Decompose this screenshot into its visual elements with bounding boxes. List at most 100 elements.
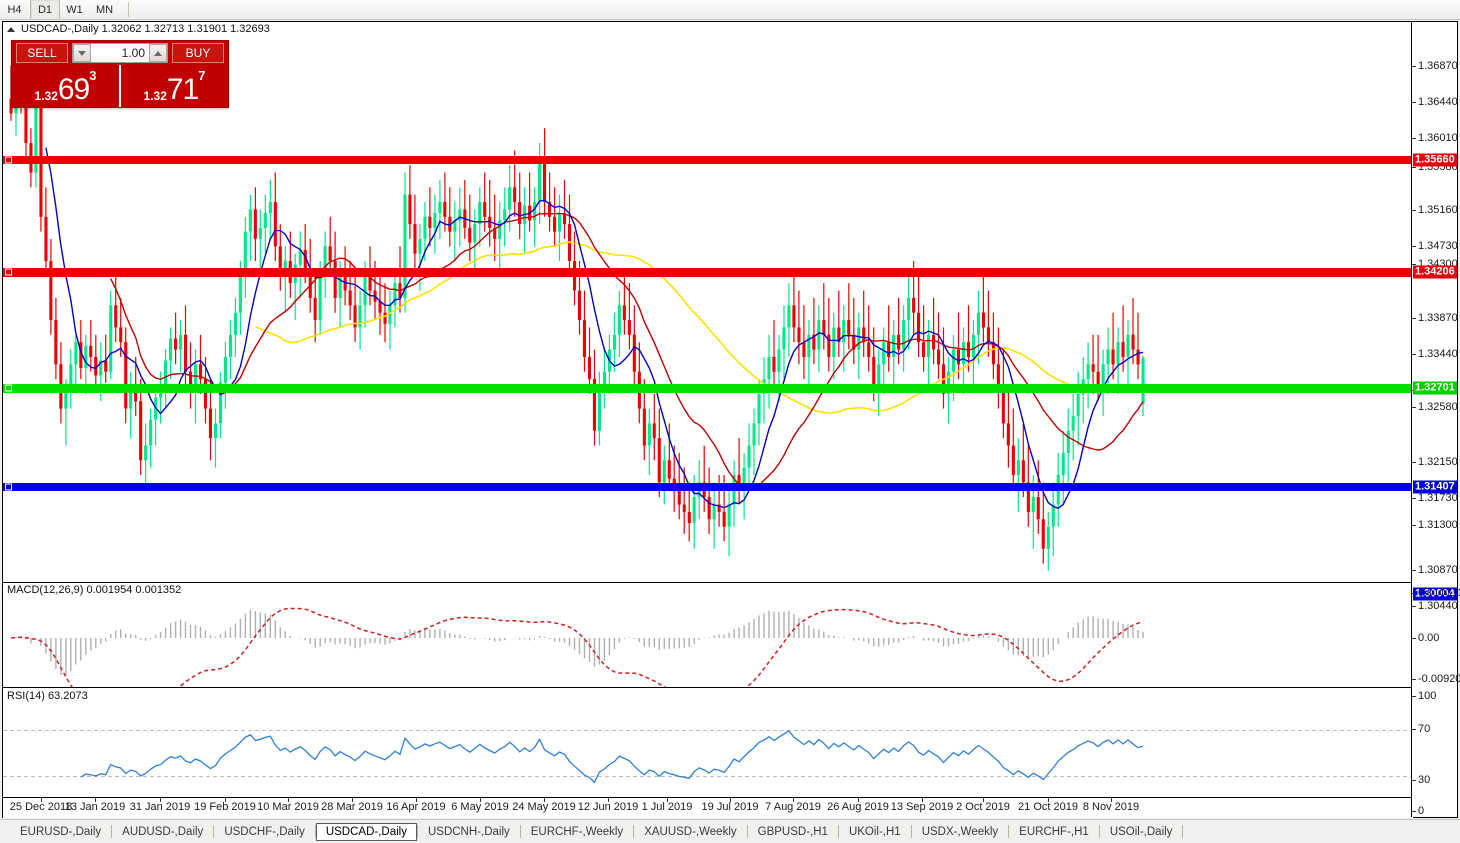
date-label: 26 Aug 2019 xyxy=(827,801,889,813)
date-tick xyxy=(1048,798,1049,802)
chart-tab-xauusd-weekly[interactable]: XAUUSD-,Weekly xyxy=(644,825,737,838)
toolbar-divider xyxy=(128,2,129,17)
level-line-bar xyxy=(3,483,1413,491)
date-tick xyxy=(1111,798,1112,802)
price-tick-label: 1.30440 xyxy=(1418,600,1458,612)
price-axis[interactable]: 1.36870 1.36440 1.36010 1.35580 1.35160 1.347… xyxy=(1411,22,1460,817)
axis-tick xyxy=(1412,525,1416,526)
date-label: 7 Aug 2019 xyxy=(765,801,821,813)
chart-tab-usdx-weekly[interactable]: USDX-,Weekly xyxy=(921,825,999,838)
tab-divider xyxy=(910,825,912,838)
date-label: 19 Feb 2019 xyxy=(194,801,256,813)
chevron-down-icon xyxy=(78,50,86,56)
chart-title-bar: USDCAD-,Daily 1.32062 1.32713 1.31901 1.… xyxy=(3,22,1457,36)
chart-tab-eurchf-h1[interactable]: EURCHF-,H1 xyxy=(1019,825,1089,838)
axis-tick xyxy=(1412,606,1416,607)
date-label: 19 Jul 2019 xyxy=(701,801,759,813)
date-tick xyxy=(983,798,984,802)
level-line-bar xyxy=(3,267,1413,277)
date-tick xyxy=(160,798,161,802)
chart-tab-usdchf-daily[interactable]: USDCHF-,Daily xyxy=(224,825,305,838)
chart-tab-bar[interactable]: EURUSD-,Daily AUDUSD-,Daily USDCHF-,Daily U… xyxy=(0,819,1460,843)
volume-input[interactable]: 1.00 xyxy=(72,43,168,63)
sell-price-quote[interactable]: 1.32 69 3 xyxy=(12,65,119,107)
axis-tick xyxy=(1412,498,1416,499)
timeframe-mn[interactable]: MN xyxy=(95,3,114,16)
chart-tab-usdcnh-daily[interactable]: USDCNH-,Daily xyxy=(427,825,510,838)
date-label: 10 Mar 2019 xyxy=(257,801,319,813)
axis-tick xyxy=(1412,638,1416,639)
one-click-trading-panel[interactable]: SELL 1.00 BUY 1.32 69 3 xyxy=(11,40,229,108)
chart-tab-usdcad-daily[interactable]: USDCAD-,Daily xyxy=(315,822,417,841)
sell-button[interactable]: SELL xyxy=(16,43,68,63)
timeframe-toolbar: H4 D1 W1 MN xyxy=(0,0,1460,20)
volume-increment-button[interactable] xyxy=(149,44,167,62)
price-level-tag[interactable]: 1.35660 xyxy=(1413,153,1457,167)
date-label: 13 Jan 2019 xyxy=(64,801,126,813)
macd-label: MACD(12,26,9) 0.001954 0.001352 xyxy=(7,584,182,596)
macd-pane[interactable]: MACD(12,26,9) 0.001954 0.001352 xyxy=(3,583,1413,687)
price-level-tag[interactable]: 1.32701 xyxy=(1413,381,1457,395)
collapse-triangle-icon[interactable] xyxy=(7,26,15,32)
volume-decrement-button[interactable] xyxy=(73,44,91,62)
price-chart-canvas xyxy=(9,47,1145,571)
trade-panel-controls: SELL 1.00 BUY xyxy=(12,41,228,65)
price-tick-label: 1.34730 xyxy=(1418,240,1458,252)
axis-tick xyxy=(1412,354,1416,355)
timeframe-w1[interactable]: W1 xyxy=(66,3,83,16)
trade-panel-quotes: 1.32 69 3 1.32 71 7 xyxy=(12,65,228,107)
axis-tick xyxy=(1412,570,1416,571)
price-level-tag[interactable]: 1.34206 xyxy=(1413,265,1457,279)
rsi-tick-label: 100 xyxy=(1418,690,1437,702)
volume-value[interactable]: 1.00 xyxy=(91,44,149,62)
rsi-pane[interactable]: RSI(14) 63.2073 xyxy=(3,688,1413,818)
date-label: 2 Oct 2019 xyxy=(956,801,1010,813)
timeframe-d1[interactable]: D1 xyxy=(30,0,60,19)
rsi-canvas xyxy=(3,730,1413,784)
price-tick-label: 1.36870 xyxy=(1418,60,1458,72)
chevron-up-icon xyxy=(154,50,162,56)
price-tick-label: 1.33870 xyxy=(1418,312,1458,324)
date-tick xyxy=(608,798,609,802)
axis-tick xyxy=(1412,167,1416,168)
date-axis[interactable]: 25 Dec 2018 13 Jan 2019 31 Jan 2019 19 Feb … xyxy=(3,797,1413,817)
buy-price-main: 71 xyxy=(166,73,199,106)
rsi-tick-label: 0 xyxy=(1418,805,1425,817)
level-line-handle[interactable] xyxy=(5,156,12,164)
macd-canvas xyxy=(10,607,1144,687)
date-label: 25 Dec 2018 xyxy=(9,801,73,813)
chart-tab-usoil-daily[interactable]: USOil-,Daily xyxy=(1109,825,1173,838)
tab-divider xyxy=(314,825,316,838)
date-tick xyxy=(793,798,794,802)
chart-tab-ukoil-h1[interactable]: UKOil-,H1 xyxy=(848,825,901,838)
price-level-tag[interactable]: 1.31407 xyxy=(1413,480,1457,494)
date-tick xyxy=(288,798,289,802)
buy-button[interactable]: BUY xyxy=(172,43,224,63)
horizontal-level-line[interactable] xyxy=(3,267,1413,277)
axis-tick xyxy=(1412,66,1416,67)
price-level-tag[interactable]: 1.30004 xyxy=(1413,587,1457,601)
chart-tab-gbpusd-h1[interactable]: GBPUSD-,H1 xyxy=(757,825,828,838)
chart-tab-eurusd-daily[interactable]: EURUSD-,Daily xyxy=(20,825,102,838)
buy-price-quote[interactable]: 1.32 71 7 xyxy=(119,65,228,107)
horizontal-level-line[interactable] xyxy=(3,383,1413,393)
chart-tab-eurchf-weekly[interactable]: EURCHF-,Weekly xyxy=(530,825,624,838)
horizontal-level-line[interactable] xyxy=(3,483,1413,491)
macd-tick-label: 0.00 xyxy=(1418,632,1440,644)
chart-tab-audusd-daily[interactable]: AUDUSD-,Daily xyxy=(122,825,204,838)
axis-tick xyxy=(1412,811,1416,812)
date-tick xyxy=(544,798,545,802)
timeframe-h4[interactable]: H4 xyxy=(7,3,22,16)
level-line-bar xyxy=(3,383,1413,393)
tab-divider xyxy=(1008,825,1010,838)
price-pane[interactable] xyxy=(3,36,1413,582)
price-tick-label: 1.36440 xyxy=(1418,96,1458,108)
date-label: 24 May 2019 xyxy=(512,801,576,813)
horizontal-level-line[interactable] xyxy=(3,156,1413,164)
price-tick-label: 1.32580 xyxy=(1418,401,1458,413)
rsi-label: RSI(14) 63.2073 xyxy=(7,690,88,702)
level-line-handle[interactable] xyxy=(5,483,12,491)
date-tick xyxy=(922,798,923,802)
level-line-handle[interactable] xyxy=(5,384,12,392)
level-line-handle[interactable] xyxy=(5,268,12,276)
